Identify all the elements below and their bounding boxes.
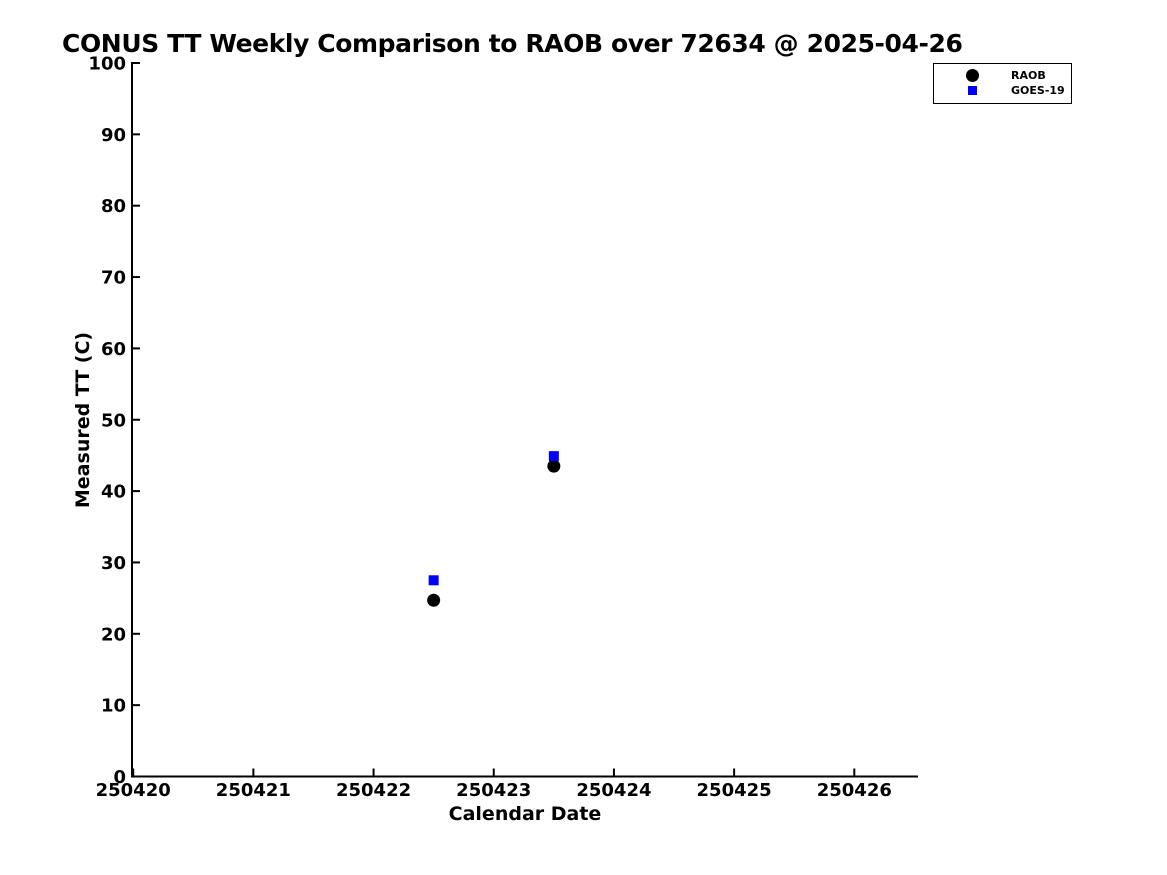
chart-title: CONUS TT Weekly Comparison to RAOB over … <box>62 29 963 58</box>
y-tick-label: 30 <box>101 553 126 574</box>
x-tick-label: 250426 <box>817 780 892 801</box>
legend-label-goes-19: GOES-19 <box>1011 84 1065 97</box>
y-tick-label: 100 <box>88 54 126 75</box>
x-tick-label: 250422 <box>336 780 411 801</box>
x-tick-label: 250424 <box>576 780 651 801</box>
x-axis-label: Calendar Date <box>448 803 602 825</box>
y-axis-label: Measured TT (C) <box>72 331 94 508</box>
x-tick-label: 250423 <box>456 780 531 801</box>
y-tick-label: 10 <box>101 696 126 717</box>
y-tick-label: 60 <box>101 339 126 360</box>
data-point-goes-19 <box>428 575 439 586</box>
data-point-raob <box>427 593 441 607</box>
legend: RAOB GOES-19 <box>933 63 1072 104</box>
y-tick-label: 40 <box>101 482 126 503</box>
x-tick-label: 250421 <box>216 780 291 801</box>
legend-item-raob: RAOB <box>934 68 1071 83</box>
y-tick-label: 90 <box>101 125 126 146</box>
legend-marker-raob-circle-icon <box>966 69 979 82</box>
x-tick-label: 250420 <box>96 780 171 801</box>
data-point-raob <box>547 459 561 473</box>
y-tick-label: 70 <box>101 268 126 289</box>
legend-item-goes-19: GOES-19 <box>934 83 1071 98</box>
legend-label-raob: RAOB <box>1011 69 1046 82</box>
legend-marker-goes-19-square-icon <box>968 86 977 95</box>
x-tick-label: 250425 <box>697 780 772 801</box>
y-tick-label: 80 <box>101 196 126 217</box>
data-point-goes-19 <box>548 451 559 462</box>
y-tick-label: 20 <box>101 624 126 645</box>
y-tick-label: 50 <box>101 410 126 431</box>
y-tick-label: 0 <box>113 767 126 788</box>
